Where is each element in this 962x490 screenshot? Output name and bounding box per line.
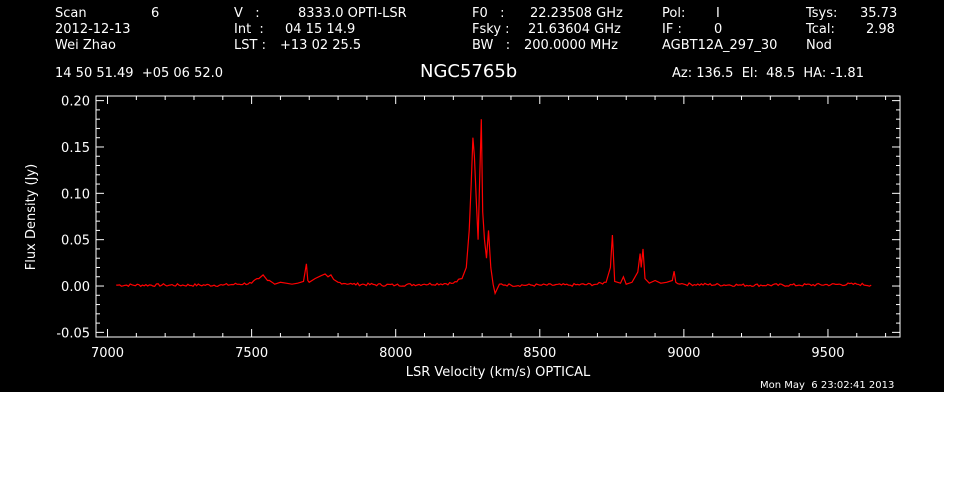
plot-timestamp: Mon May 6 23:02:41 2013 <box>760 380 895 391</box>
y-tick-label: 0.05 <box>61 234 90 249</box>
y-tick-label: -0.05 <box>56 326 90 341</box>
observation-date: 2012-12-13 <box>55 22 131 37</box>
scan-value: 6 <box>151 6 160 21</box>
if-value: 0 <box>714 22 723 37</box>
observer-name: Wei Zhao <box>55 38 116 53</box>
scan-label: Scan <box>55 6 87 21</box>
x-tick-label: 9500 <box>811 346 844 361</box>
spectrum-plot-panel <box>0 0 944 392</box>
y-tick-label: 0.20 <box>61 95 90 110</box>
x-tick-label: 8000 <box>379 346 412 361</box>
integration-value: 04 15 14.9 <box>285 22 356 37</box>
x-tick-label: 7000 <box>91 346 124 361</box>
y-tick-label: 0.10 <box>61 187 90 202</box>
bandwidth-value: 200.0000 MHz <box>524 38 618 53</box>
tsys-value: 35.73 <box>860 6 898 21</box>
polarization-label: Pol: <box>662 6 686 21</box>
lst-value: +13 02 25.5 <box>280 38 362 53</box>
rest-frequency-label: F0 : <box>472 6 505 21</box>
project-id: AGBT12A_297_30 <box>662 38 778 53</box>
source-name: NGC5765b <box>420 61 518 82</box>
integration-label: Int : <box>234 22 264 37</box>
lst-label: LST : <box>234 38 266 53</box>
polarization-value: I <box>716 6 720 21</box>
x-tick-label: 7500 <box>235 346 268 361</box>
x-tick-label: 8500 <box>523 346 556 361</box>
spectrum-chart: 7000 7500 8000 8500 9000 9500 -0.05 0.00 0.05 0.… <box>24 95 901 380</box>
y-axis: -0.05 0.00 0.05 0.10 0.15 0.20 <box>56 95 900 341</box>
velocity-label: V : <box>234 6 260 21</box>
velocity-value: 8333.0 OPTI-LSR <box>298 6 407 21</box>
y-axis-label: Flux Density (Jy) <box>24 164 39 270</box>
spectrum-line <box>116 119 872 296</box>
tcal-label: Tcal: <box>806 22 835 37</box>
sky-frequency-value: 21.63604 GHz <box>528 22 621 37</box>
observing-mode: Nod <box>806 38 832 53</box>
bandwidth-label: BW : <box>472 38 511 53</box>
plot-frame <box>95 95 901 338</box>
if-label: IF : <box>662 22 682 37</box>
tcal-value: 2.98 <box>866 22 895 37</box>
y-tick-label: 0.15 <box>61 141 90 156</box>
y-tick-label: 0.00 <box>61 280 90 295</box>
rest-frequency-value: 22.23508 GHz <box>530 6 623 21</box>
sky-frequency-label: Fsky : <box>472 22 510 37</box>
x-tick-label: 9000 <box>667 346 700 361</box>
x-axis: 7000 7500 8000 8500 9000 9500 <box>91 96 887 361</box>
source-coordinates: 14 50 51.49 +05 06 52.0 <box>55 66 224 81</box>
tsys-label: Tsys: <box>806 6 838 21</box>
az-el-ha-readout: Az: 136.5 El: 48.5 HA: -1.81 <box>672 66 864 81</box>
x-axis-label: LSR Velocity (km/s) OPTICAL <box>406 365 591 380</box>
